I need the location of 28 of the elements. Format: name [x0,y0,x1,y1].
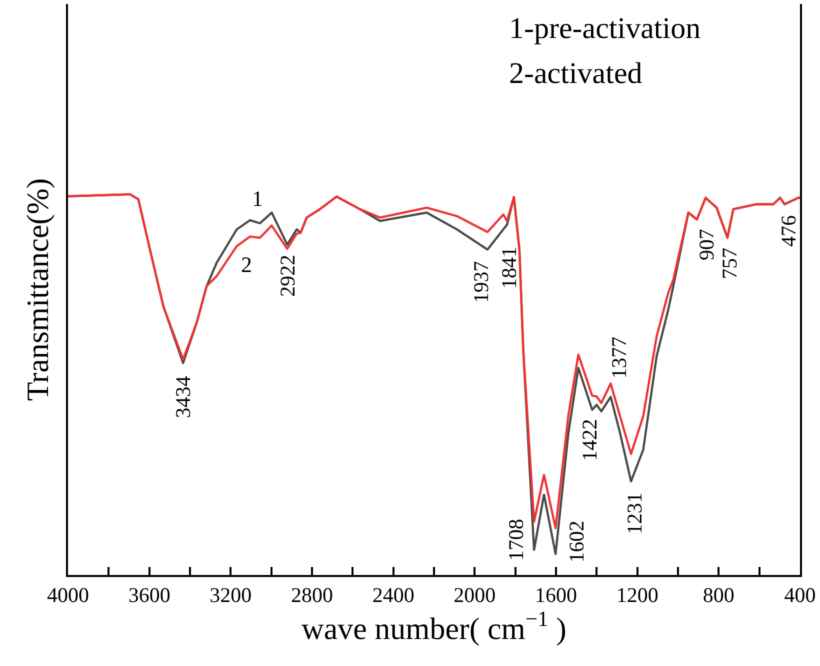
annotation: 476 [776,215,800,247]
text: 1-pre-activation [509,12,701,45]
x-tick-label: 800 [702,583,734,608]
x-tick-label: 3200 [210,583,252,608]
x-tick-label: 1200 [616,583,658,608]
x-tick-label: 3600 [128,583,170,608]
x-tick-label: 1600 [535,583,577,608]
annotation: 1841 [497,246,522,289]
annotation: 2922 [276,254,300,297]
x-tick-label: 2400 [372,583,414,608]
x-axis-title: wave number( cm$^{−1}$ ) [302,607,566,646]
annotation: 1708 [504,518,528,561]
annotation: 1422 [577,418,602,461]
x-tick-label: 4000 [47,583,89,608]
series-label: 1 [252,186,263,211]
text: 2-activated [509,57,642,90]
annotation: 1602 [564,520,589,563]
series-label: 2 [241,252,252,277]
annotation: 1937 [468,261,493,304]
x-tick-label: 400 [784,583,816,608]
x-tick-label: 2000 [454,583,496,608]
annotation: 757 [718,248,742,280]
annotation: 907 [694,228,718,260]
x-tick-label: 2800 [291,583,333,608]
annotation: 1231 [622,492,647,534]
y-axis-title: Transmittance(%) [20,178,56,401]
annotation: 1377 [607,336,632,379]
annotation: 3434 [171,376,196,418]
